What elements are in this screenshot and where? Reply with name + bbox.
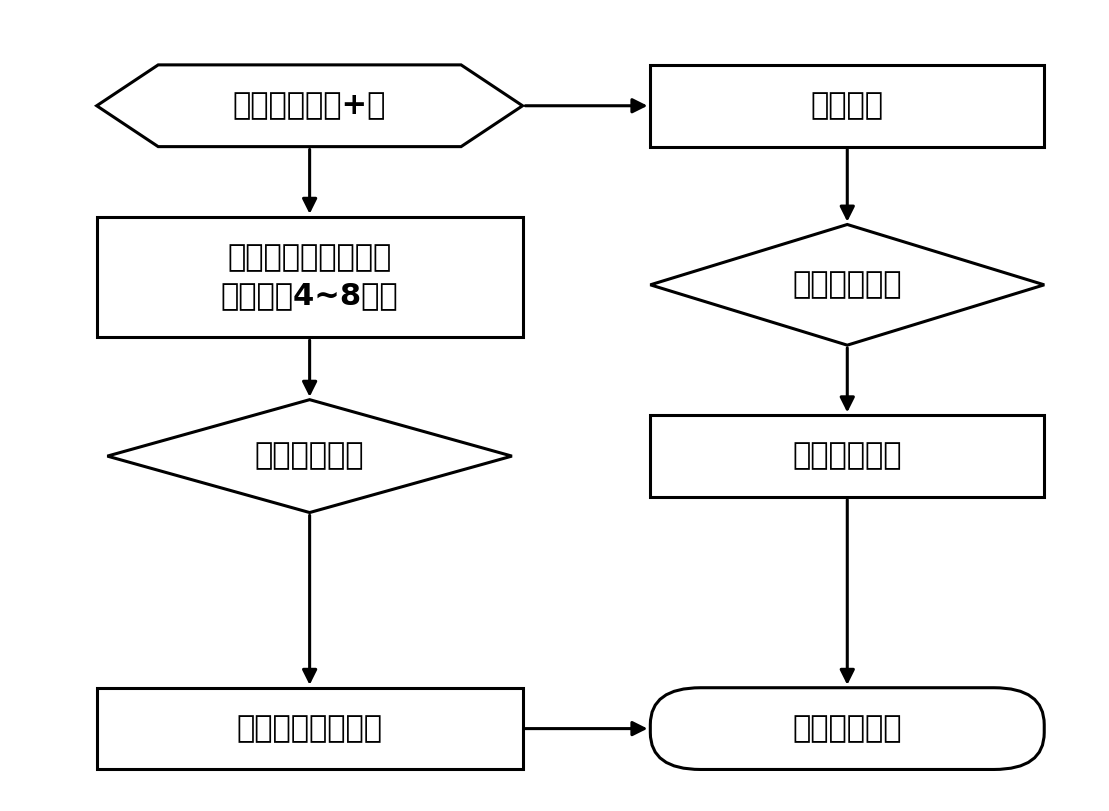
Bar [96,217,522,337]
Polygon shape [108,400,512,513]
Text: 酞菁铁聚合物: 酞菁铁聚合物 [793,270,902,299]
Bar [96,688,522,770]
Text: 多壁碳纳米管: 多壁碳纳米管 [793,714,902,743]
Text: 甲基吡咯烷酮溶剂中
回流反应4~8小时: 甲基吡咯烷酮溶剂中 回流反应4~8小时 [221,243,398,311]
Text: 升温固化: 升温固化 [811,92,884,120]
FancyBboxPatch shape [650,688,1045,770]
Polygon shape [96,65,522,147]
Bar [650,415,1045,497]
Text: 酞菁铁预聚物: 酞菁铁预聚物 [255,442,365,470]
Polygon shape [650,225,1045,345]
Text: 分离、洗涤、烘干: 分离、洗涤、烘干 [236,714,383,743]
Text: 高温固相裂解: 高温固相裂解 [793,442,902,470]
Text: 双邻苯二甲腈+铁: 双邻苯二甲腈+铁 [233,92,386,120]
Bar [650,65,1045,147]
